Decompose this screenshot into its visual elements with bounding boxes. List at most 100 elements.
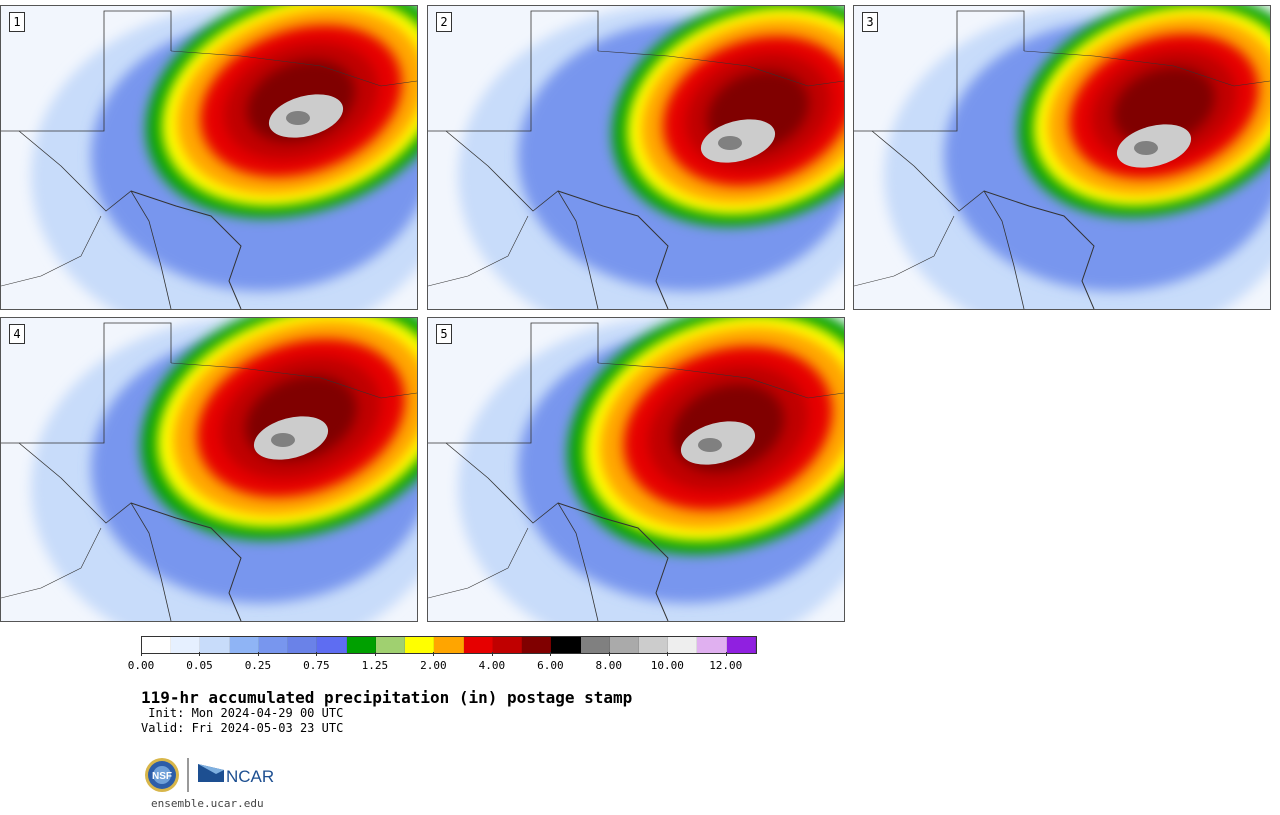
init-time: Init: Mon 2024-04-29 00 UTC [141,706,344,720]
colorbar-segment [492,637,523,653]
nsf-logo-icon: NSF [145,758,179,792]
colorbar-tick [257,652,259,656]
colorbar-tick-label: 6.00 [537,659,564,672]
colorbar-segment [375,637,406,653]
panel-number-label: 3 [862,12,878,32]
extreme-precip-core [1134,141,1158,155]
country-border [428,215,529,287]
colorbar-tick [550,652,552,656]
extreme-precip-core [698,438,722,452]
coastline [557,190,669,309]
colorbar-segment [346,637,376,653]
colorbar-segment [638,637,669,653]
state-border [1,322,172,444]
state-border [170,50,417,87]
colorbar-segment [171,637,201,653]
sponsor-logos: NSF NCAR [144,756,274,794]
state-border [18,130,172,309]
colorbar-tick [374,652,376,656]
colorbar-tick-label: 0.00 [127,659,155,672]
colorbar-tick [491,652,493,656]
colorbar-ticks: 0.00 0.05 0.25 0.75 1.25 2.00 4.00 6.00 8.00 10.0… [128,652,757,672]
colorbar-segment [522,637,552,653]
colorbar-tick [433,652,435,656]
figure-title: 119-hr accumulated precipitation (in) po… [141,688,633,707]
precipitation-map [428,6,844,309]
precipitation-map [1,6,417,309]
website-url: ensemble.ucar.edu [151,797,264,810]
colorbar-tick [608,652,610,656]
precipitation-map [854,6,1270,309]
colorbar-tick [725,652,727,656]
colorbar-tick-label: 1.25 [361,659,389,672]
coastline [983,190,1095,309]
state-border [854,10,1025,132]
coastline [557,502,669,621]
colorbar-tick-label: 0.25 [244,659,272,672]
colorbar-segment [697,637,727,653]
colorbar-tick-label: 0.75 [303,659,330,672]
state-border [18,442,172,621]
extreme-precip-core [718,136,742,150]
country-border [854,215,955,287]
precipitation-map [1,318,417,621]
ensemble-member-panel-2: 2 [427,5,845,310]
colorbar-tick-label: 4.00 [478,659,506,672]
state-border [170,362,417,399]
precip-contour [1113,67,1215,145]
colorbar-segment [609,637,639,653]
colorbar-segment [258,637,289,653]
ensemble-member-panel-5: 5 [427,317,845,622]
colorbar-segment [317,637,347,653]
state-border [445,442,599,621]
colorbar-segment [434,637,464,653]
ensemble-member-panel-3: 3 [853,5,1271,310]
colorbar-tick-label: 12.00 [709,659,743,672]
colorbar-segment [726,637,756,653]
panel-number-label: 1 [9,12,25,32]
country-border [428,527,529,599]
extreme-precip-core [286,111,310,125]
coastline [130,190,242,309]
state-border [445,130,599,309]
colorbar-segment [229,637,259,653]
ncar-logo-icon: NCAR [198,764,274,786]
panel-number-label: 4 [9,324,25,344]
nsf-logo-text: NSF [152,771,172,782]
state-border [871,130,1025,309]
colorbar-tick [141,652,142,656]
extreme-precip-core [271,433,295,447]
state-border [428,322,599,444]
valid-time: Valid: Fri 2024-05-03 23 UTC [141,721,344,735]
panel-number-label: 2 [436,12,452,32]
precipitation-map [428,318,844,621]
colorbar-segment [668,637,698,653]
colorbar-tick-label: 8.00 [595,659,623,672]
colorbar-segment [405,637,435,653]
ensemble-member-panel-4: 4 [0,317,418,622]
state-border [428,10,599,132]
colorbar-segment [580,637,610,653]
colorbar-tick-label: 0.05 [186,659,213,672]
colorbar-tick [667,652,669,656]
ncar-logo-text: NCAR [226,767,274,786]
colorbar-tick-label: 10.00 [650,659,684,672]
state-border [1,10,172,132]
colorbar-tick [199,652,201,656]
country-border [1,527,102,599]
state-border [1023,50,1270,87]
colorbar-segment [200,637,230,653]
state-border [597,50,844,87]
coastline [130,502,242,621]
colorbar-segment [288,637,318,653]
colorbar-segment [551,637,581,653]
colorbar-segment [463,637,493,653]
ensemble-member-panel-1: 1 [0,5,418,310]
state-border [597,362,844,399]
panel-number-label: 5 [436,324,452,344]
precipitation-colorbar [141,636,757,654]
colorbar-tick-label: 2.00 [420,659,447,672]
colorbar-segment [142,637,172,653]
country-border [1,215,102,287]
colorbar-tick [316,652,318,656]
